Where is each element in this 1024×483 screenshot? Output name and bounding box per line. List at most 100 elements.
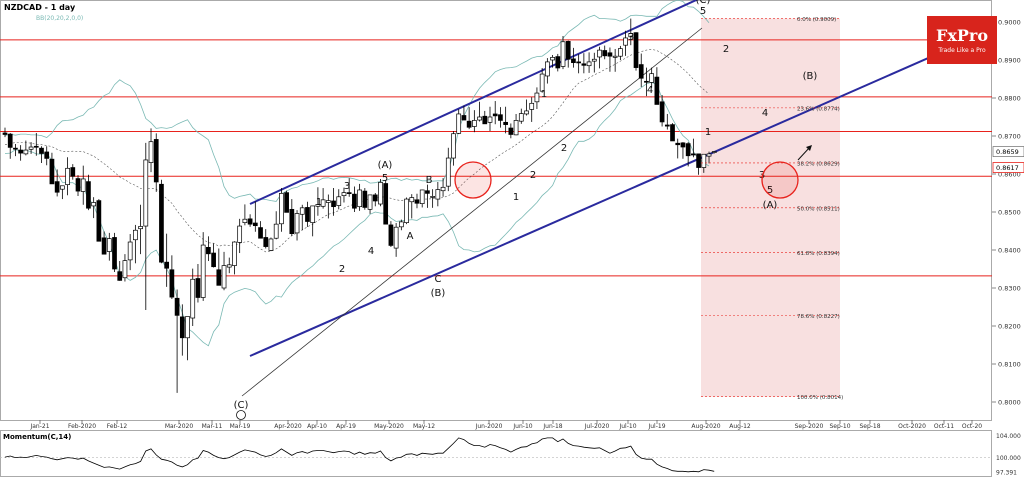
wave-label: 4	[647, 85, 653, 96]
wave-label: 1	[316, 197, 322, 208]
candle-body	[237, 225, 243, 243]
momentum-tick-label: 100.000	[996, 455, 1021, 462]
candle-body	[393, 226, 399, 249]
candle-body	[680, 142, 686, 148]
candle-body	[513, 120, 519, 136]
candle-body	[529, 102, 535, 110]
x-axis-tick-label: Jul-10	[618, 423, 636, 430]
candle-body	[60, 185, 65, 190]
x-axis-tick-label: Jul-19	[647, 423, 665, 430]
candle-body	[127, 241, 133, 261]
highlight-circle-resistance	[454, 161, 492, 199]
fibonacci-level-label: 23.6% (0.8774)	[797, 106, 840, 112]
candle-body	[367, 194, 373, 210]
candle-body	[372, 194, 378, 202]
candle-body	[492, 113, 498, 117]
channel-lower-line	[249, 29, 993, 357]
candle-body	[398, 221, 404, 228]
wave-label: C	[435, 274, 442, 285]
candle-body	[597, 49, 602, 58]
wave-label: 2	[339, 264, 345, 275]
candle-body	[638, 64, 644, 79]
candle-body	[383, 183, 389, 225]
candle-body	[602, 50, 608, 57]
x-axis-tick-label: Oct-2020	[898, 423, 926, 430]
candle-body	[482, 115, 488, 125]
candle-body	[539, 73, 545, 92]
candle-body	[49, 158, 55, 185]
candle-body	[310, 205, 316, 223]
y-axis-tick-label: 0.8800	[998, 95, 1021, 103]
candle-body	[28, 146, 34, 150]
momentum-tick-label: 104.000	[996, 433, 1021, 440]
candle-body	[362, 190, 368, 208]
candle-body	[545, 61, 550, 77]
x-axis-tick-label: Sep-18	[859, 423, 880, 430]
wave-label: 2	[561, 143, 567, 154]
candle-body	[294, 213, 300, 234]
candle-body	[54, 181, 60, 193]
x-axis-tick-label: Mar-2020	[165, 423, 194, 430]
candle-body	[409, 197, 415, 203]
candle-body	[524, 110, 529, 115]
candle-body	[701, 153, 707, 168]
candle-body	[216, 269, 222, 286]
candle-body	[472, 120, 477, 127]
candle-body	[445, 157, 451, 187]
candle-body	[273, 223, 279, 239]
x-axis-tick-label: Feb-2020	[68, 423, 96, 430]
candle-body	[461, 115, 467, 121]
candle-body	[143, 159, 149, 227]
candle-body	[571, 58, 576, 64]
projection-arrow-head	[806, 145, 812, 151]
fibonacci-level-label: 78.6% (0.8227)	[797, 314, 840, 320]
fibonacci-level-label: 100.0% (0.8014)	[797, 395, 843, 401]
candle-body	[581, 63, 587, 66]
brand-name: FxPro	[935, 26, 989, 45]
candle-body	[404, 198, 409, 223]
wave-label: 5	[700, 6, 706, 17]
candle-body	[618, 48, 623, 57]
fibonacci-level-label: 38.2% (0.8629)	[797, 161, 840, 167]
candle-body	[122, 260, 128, 279]
candle-body	[451, 133, 456, 159]
x-axis-tick-label: Sep-2020	[795, 423, 824, 430]
wave-label: 1	[513, 192, 519, 203]
x-axis-tick-label: Sep-10	[829, 423, 850, 430]
candle-body	[279, 193, 284, 225]
candle-body	[289, 208, 295, 235]
projection-arrow	[797, 146, 811, 161]
momentum-label: Momentum(C,14)	[3, 433, 71, 441]
x-axis-tick-label: May-12	[413, 423, 435, 430]
candle-body	[232, 241, 237, 266]
fibonacci-level-label: 0.0% (0.9009)	[797, 17, 836, 23]
wave-label: A	[407, 231, 414, 242]
candle-body	[247, 218, 253, 225]
highlight-circle-support	[761, 161, 799, 199]
x-axis-tick-label: May-2020	[374, 423, 404, 430]
y-axis-tick-label: 0.8900	[998, 57, 1021, 65]
candle-body	[284, 192, 289, 213]
candle-body	[388, 224, 394, 246]
fibonacci-level-label: 50.0% (0.8511)	[797, 206, 840, 212]
wave-label: (A)	[763, 200, 778, 211]
candle-body	[112, 237, 117, 270]
fxpro-logo: FxPro Trade Like a Pro	[927, 16, 997, 64]
candle-body	[576, 61, 582, 64]
candle-body	[315, 204, 321, 207]
candle-body	[612, 55, 618, 58]
wave-label: (A)	[378, 160, 393, 171]
candle-body	[268, 238, 274, 251]
candle-body	[711, 151, 717, 153]
wave-label: (B)	[431, 288, 446, 299]
last-value-tag	[992, 146, 1024, 157]
y-axis-tick-label: 0.9000	[998, 19, 1021, 27]
candle-body	[138, 226, 143, 230]
candle-body	[503, 121, 508, 125]
candle-body	[664, 124, 670, 127]
candle-body	[190, 278, 196, 319]
candle-body	[586, 61, 592, 67]
candle-body	[623, 37, 628, 46]
